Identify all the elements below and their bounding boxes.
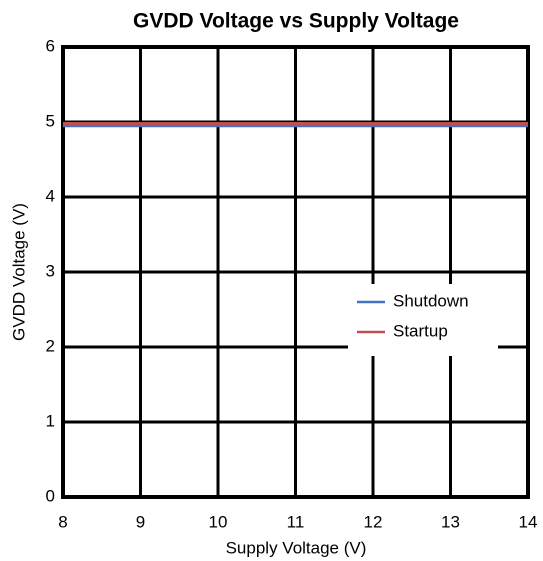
x-tick-label: 10 [209, 512, 228, 531]
x-axis-label: Supply Voltage (V) [226, 538, 367, 557]
plot-border [61, 45, 530, 499]
y-tick-label: 5 [46, 111, 55, 130]
y-tick-label: 3 [46, 261, 55, 280]
x-tick-label: 8 [58, 512, 67, 531]
x-tick-label: 9 [136, 512, 145, 531]
legend-label: Startup [393, 321, 448, 340]
y-tick-label: 4 [46, 186, 55, 205]
legend-label: Shutdown [393, 291, 469, 310]
y-tick-label: 2 [46, 336, 55, 355]
x-tick-label: 13 [441, 512, 460, 531]
x-tick-label: 12 [364, 512, 383, 531]
y-tick-label: 6 [46, 36, 55, 55]
legend-box [348, 284, 498, 356]
y-axis-label: GVDD Voltage (V) [9, 203, 28, 341]
y-tick-label: 1 [46, 411, 55, 430]
x-tick-label: 11 [287, 512, 305, 531]
chart-title: GVDD Voltage vs Supply Voltage [133, 10, 459, 33]
y-tick-label: 0 [46, 486, 55, 505]
x-tick-label: 14 [519, 512, 538, 531]
